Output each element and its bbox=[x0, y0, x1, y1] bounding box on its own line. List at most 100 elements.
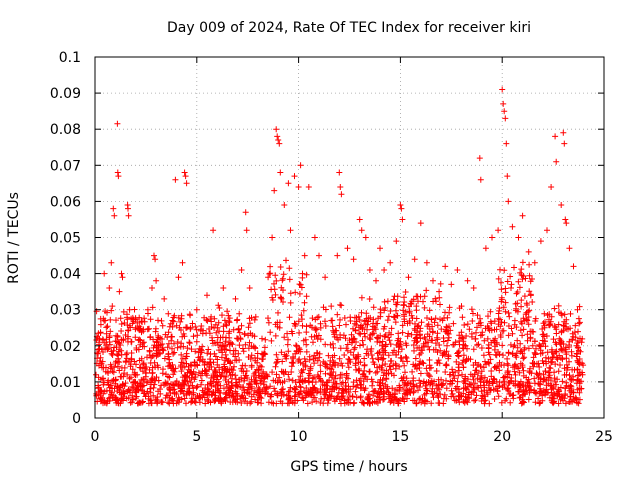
data-point bbox=[236, 342, 243, 349]
data-point bbox=[133, 393, 140, 400]
data-point bbox=[209, 334, 215, 341]
data-point bbox=[456, 393, 463, 400]
data-point bbox=[425, 321, 432, 328]
data-point bbox=[198, 377, 205, 384]
data-point bbox=[122, 358, 129, 365]
chart-title: Day 009 of 2024, Rate Of TEC Index for r… bbox=[167, 20, 531, 36]
data-point bbox=[556, 352, 563, 359]
data-point bbox=[222, 351, 229, 358]
data-point bbox=[401, 398, 408, 405]
data-point bbox=[299, 378, 306, 385]
data-point bbox=[308, 333, 315, 340]
data-point bbox=[521, 293, 528, 300]
data-point bbox=[434, 330, 441, 337]
data-point bbox=[459, 359, 466, 366]
data-point bbox=[334, 311, 341, 318]
data-point bbox=[563, 379, 570, 386]
data-point bbox=[364, 326, 370, 333]
data-point bbox=[140, 398, 146, 405]
data-point bbox=[365, 315, 372, 321]
data-point bbox=[329, 317, 336, 324]
data-point bbox=[529, 276, 535, 282]
data-point bbox=[551, 305, 558, 312]
data-point bbox=[124, 371, 131, 378]
data-point bbox=[370, 359, 377, 366]
data-point bbox=[323, 382, 330, 389]
data-point bbox=[104, 346, 111, 353]
data-point bbox=[436, 400, 443, 407]
data-point bbox=[206, 330, 213, 337]
data-point bbox=[268, 337, 275, 344]
data-point bbox=[413, 365, 420, 372]
data-point bbox=[338, 191, 345, 198]
data-point bbox=[574, 351, 581, 357]
data-point bbox=[200, 327, 206, 334]
data-point bbox=[278, 349, 285, 356]
data-point bbox=[460, 357, 467, 364]
data-point bbox=[265, 399, 272, 406]
data-point bbox=[179, 379, 186, 386]
data-point bbox=[337, 331, 344, 338]
data-point bbox=[526, 307, 533, 314]
data-point bbox=[225, 318, 232, 325]
data-point bbox=[399, 216, 406, 223]
data-point bbox=[224, 308, 231, 315]
data-point bbox=[437, 316, 443, 323]
data-point bbox=[296, 345, 303, 351]
data-point bbox=[159, 344, 166, 351]
y-tick-label: 0.02 bbox=[50, 339, 81, 355]
data-point bbox=[519, 212, 526, 219]
data-point bbox=[136, 336, 143, 343]
data-point bbox=[171, 349, 178, 356]
data-point bbox=[381, 298, 388, 305]
y-tick-label: 0.03 bbox=[50, 303, 81, 319]
axes bbox=[94, 56, 605, 419]
data-point bbox=[110, 347, 117, 354]
data-point bbox=[460, 379, 467, 385]
data-point bbox=[411, 347, 417, 354]
data-point bbox=[138, 318, 145, 325]
data-point bbox=[536, 364, 543, 370]
data-point bbox=[295, 318, 302, 325]
data-point bbox=[502, 397, 509, 404]
data-point bbox=[359, 325, 366, 332]
data-point bbox=[297, 281, 304, 288]
data-point bbox=[364, 396, 371, 403]
data-point bbox=[366, 267, 373, 273]
data-point bbox=[207, 351, 214, 358]
data-point bbox=[557, 362, 563, 368]
data-point bbox=[301, 252, 308, 259]
data-point bbox=[273, 360, 280, 366]
data-point bbox=[393, 352, 399, 358]
data-point bbox=[165, 329, 172, 336]
data-point bbox=[521, 354, 528, 361]
data-point bbox=[475, 320, 482, 327]
data-point bbox=[545, 355, 552, 362]
data-point bbox=[258, 363, 265, 370]
data-point bbox=[166, 400, 173, 407]
data-point bbox=[501, 378, 508, 385]
data-point bbox=[546, 372, 553, 379]
data-point bbox=[393, 238, 400, 245]
data-point bbox=[566, 372, 573, 379]
data-point bbox=[399, 377, 406, 384]
data-point bbox=[379, 362, 386, 369]
data-point bbox=[338, 360, 345, 367]
data-point bbox=[165, 340, 172, 347]
data-point bbox=[358, 294, 365, 301]
data-point bbox=[485, 313, 491, 320]
data-point bbox=[236, 376, 243, 383]
data-point bbox=[206, 388, 213, 394]
data-point bbox=[116, 384, 123, 391]
data-point bbox=[158, 398, 165, 405]
data-point bbox=[330, 340, 336, 347]
data-point bbox=[221, 367, 228, 374]
data-point bbox=[126, 387, 133, 394]
data-point bbox=[187, 324, 194, 331]
data-point bbox=[489, 379, 496, 386]
data-point bbox=[500, 352, 506, 359]
data-point bbox=[149, 370, 156, 377]
data-point bbox=[161, 355, 168, 362]
data-point bbox=[336, 169, 343, 176]
